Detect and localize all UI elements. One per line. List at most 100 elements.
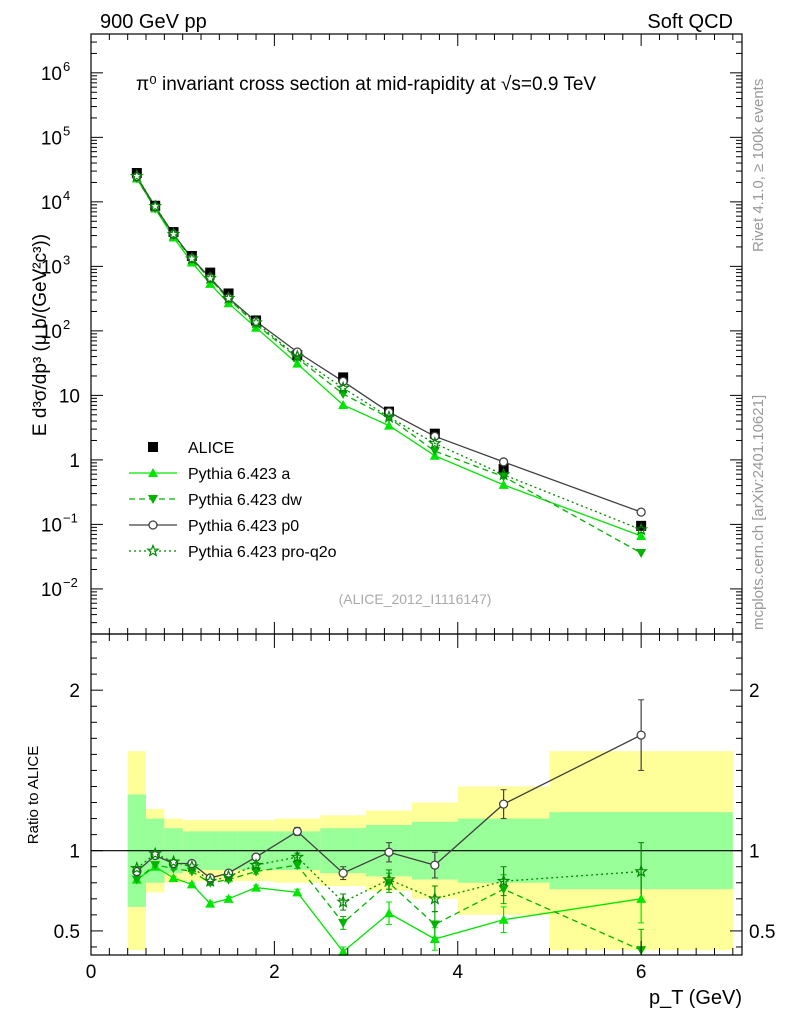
y-tick-label-3: 10 [59, 386, 80, 407]
y-tick-exp-5: 3 [63, 252, 70, 267]
y-tick-label-2: 1 [69, 451, 80, 472]
y-tick-label-4: 10 [41, 322, 62, 343]
ratio-point-p0-8 [338, 868, 348, 878]
ratio-point-p0-11 [498, 799, 509, 809]
ratio-point-dw-0 [131, 875, 142, 885]
point-dw-10 [429, 447, 440, 457]
point-a-9 [383, 420, 394, 430]
ratio-point-a-11 [498, 914, 509, 924]
ratio-panel: 0.5 0.5 1 1 2 2 0 2 4 6 [54, 633, 775, 983]
ratio-point-q2o-2 [166, 854, 181, 868]
ratio-y-label-right-0: 0.5 [749, 922, 775, 943]
ratio-point-p0-7 [292, 826, 302, 837]
legend-label-a: Pythia 6.423 a [188, 466, 290, 483]
ratio-y-label-right-2: 2 [749, 681, 760, 702]
point-a-12 [636, 531, 647, 541]
legend-label-dw: Pythia 6.423 dw [188, 492, 302, 509]
ratio-point-dw-11 [498, 885, 509, 895]
y-tick-label-5: 10 [41, 257, 62, 278]
point-q2o-12 [634, 522, 649, 536]
ratio-point-q2o-3 [184, 859, 199, 873]
ratio-point-a-10 [429, 933, 440, 943]
point-q2o-3 [184, 251, 199, 265]
point-a-11 [498, 479, 509, 489]
ratio-point-a-8 [338, 946, 349, 956]
y-tick-exp-4: 2 [63, 317, 70, 332]
series-line-q2o [136, 175, 642, 531]
ratio-y-label-left-2: 2 [69, 681, 80, 702]
ratio-point-q2o-10 [427, 891, 442, 905]
ratio-y-label-right-1: 1 [749, 842, 760, 863]
point-q2o-6 [249, 315, 263, 329]
y-tick-label-0: 10 [41, 580, 62, 601]
ratio-point-q2o-12 [634, 864, 649, 878]
point-q2o-4 [203, 271, 218, 285]
ratio-point-q2o-1 [148, 846, 163, 860]
y-tick-label-6: 10 [41, 193, 62, 214]
ratio-point-a-6 [251, 882, 262, 892]
legend-marker-p0 [148, 520, 158, 530]
ratio-point-dw-10 [429, 920, 440, 930]
ratio-point-q2o-8 [336, 894, 351, 908]
ratio-y-label-left-0: 0.5 [54, 922, 80, 943]
y-tick-exp-0: −2 [63, 575, 78, 590]
legend-marker-alice [148, 442, 158, 452]
ratio-axis-title: Ratio to ALICE [25, 746, 42, 844]
analysis-watermark: (ALICE_2012_I1116147) [339, 591, 492, 607]
y-tick-exp-6: 4 [63, 188, 70, 203]
legend-label-alice: ALICE [188, 440, 234, 457]
point-q2o-1 [148, 199, 163, 213]
ratio-point-p0-9 [384, 847, 394, 857]
ratio-point-dw-7 [292, 861, 303, 871]
y-tick-exp-8: 6 [63, 59, 70, 74]
x-tick-label-0: 0 [86, 962, 97, 983]
ratio-point-p0-12 [636, 730, 646, 740]
ratio-point-q2o-7 [290, 849, 305, 863]
x-tick-label-3: 6 [636, 962, 647, 983]
ratio-point-dw-8 [338, 918, 349, 928]
x-tick-label-2: 4 [452, 962, 463, 983]
ratio-y-label-left-1: 1 [69, 842, 80, 863]
point-p0-11 [498, 457, 509, 467]
point-q2o-9 [382, 409, 396, 424]
ratio-point-q2o-11 [496, 873, 511, 887]
legend-label-p0: Pythia 6.423 p0 [188, 518, 299, 535]
point-q2o-2 [166, 226, 181, 241]
ratio-point-a-9 [383, 908, 394, 918]
ratio-point-dw-1 [150, 861, 161, 871]
ratio-point-p0-10 [430, 860, 440, 870]
ratio-point-q2o-9 [382, 872, 396, 886]
legend-marker-q2o [146, 543, 160, 557]
legend-marker-dw [148, 495, 158, 504]
series-line-p0 [136, 176, 642, 513]
ratio-point-a-5 [223, 893, 234, 903]
header-right: Soft QCD [647, 11, 733, 33]
point-q2o-11 [496, 467, 511, 481]
ratio-point-p0-5 [223, 868, 234, 878]
plot-title: π⁰ invariant cross section at mid-rapidi… [136, 74, 596, 95]
ratio-point-q2o-0 [129, 861, 144, 875]
x-tick-label-1: 2 [269, 962, 280, 983]
x-axis-title: p_T (GeV) [649, 987, 742, 1009]
point-q2o-0 [129, 168, 144, 183]
point-a-7 [292, 358, 303, 368]
ratio-point-a-2 [168, 872, 179, 882]
point-a-8 [338, 399, 349, 409]
legend: ALICE Pythia 6.423 a Pythia 6.423 dw Pythia… [129, 440, 337, 561]
y-tick-label-7: 10 [41, 128, 62, 149]
ratio-point-a-3 [186, 879, 197, 889]
y-tick-exp-7: 5 [63, 123, 70, 138]
rivet-label: Rivet 4.1.0, ≥ 100k events [750, 79, 767, 252]
ratio-point-p0-4 [205, 873, 215, 883]
point-q2o-10 [427, 436, 442, 450]
ratio-point-q2o-5 [221, 869, 236, 883]
point-q2o-8 [336, 380, 351, 394]
point-p0-12 [636, 507, 646, 517]
y-tick-label-8: 10 [41, 64, 62, 85]
ratio-frame [90, 633, 743, 956]
ratio-point-a-7 [292, 887, 303, 897]
ratio-point-q2o-4 [203, 873, 218, 887]
y-tick-exp-1: −1 [63, 510, 78, 525]
